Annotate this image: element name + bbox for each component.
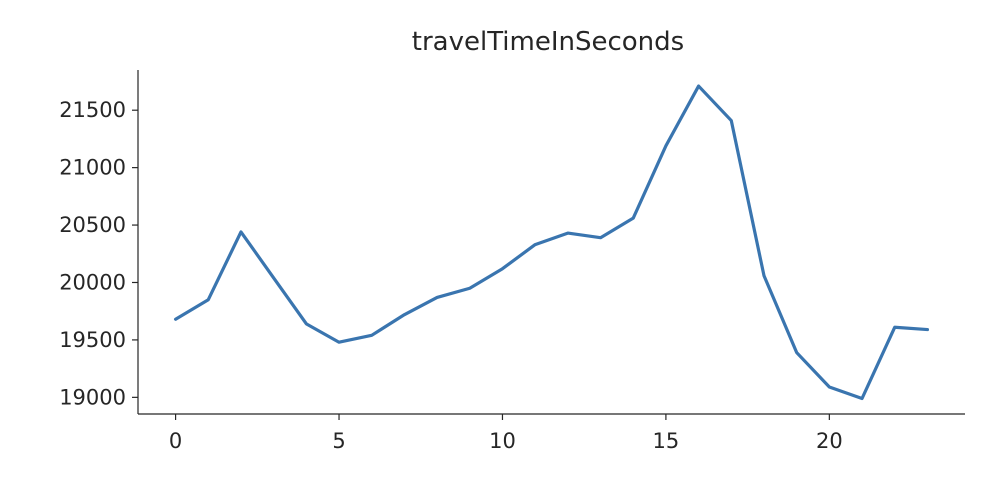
x-tick-label: 0	[169, 429, 182, 453]
x-tick-label: 5	[332, 429, 345, 453]
x-axis: 0 5 10 15 20	[138, 413, 965, 453]
chart-title: travelTimeInSeconds	[412, 27, 684, 57]
y-tick-label: 20000	[59, 270, 126, 294]
y-tick-label: 19500	[59, 328, 126, 352]
series-line	[173, 84, 930, 401]
y-axis: 19000 19500 20000 20500 21000 21500	[59, 70, 139, 414]
plot-area	[173, 84, 930, 401]
y-tick-label: 21000	[59, 156, 126, 180]
y-tick-label: 21500	[59, 98, 126, 122]
x-tick-label: 15	[653, 429, 680, 453]
x-tick-label: 10	[489, 429, 516, 453]
y-tick-label: 20500	[59, 213, 126, 237]
y-tick-label: 19000	[59, 385, 126, 409]
x-tick-label: 20	[816, 429, 843, 453]
